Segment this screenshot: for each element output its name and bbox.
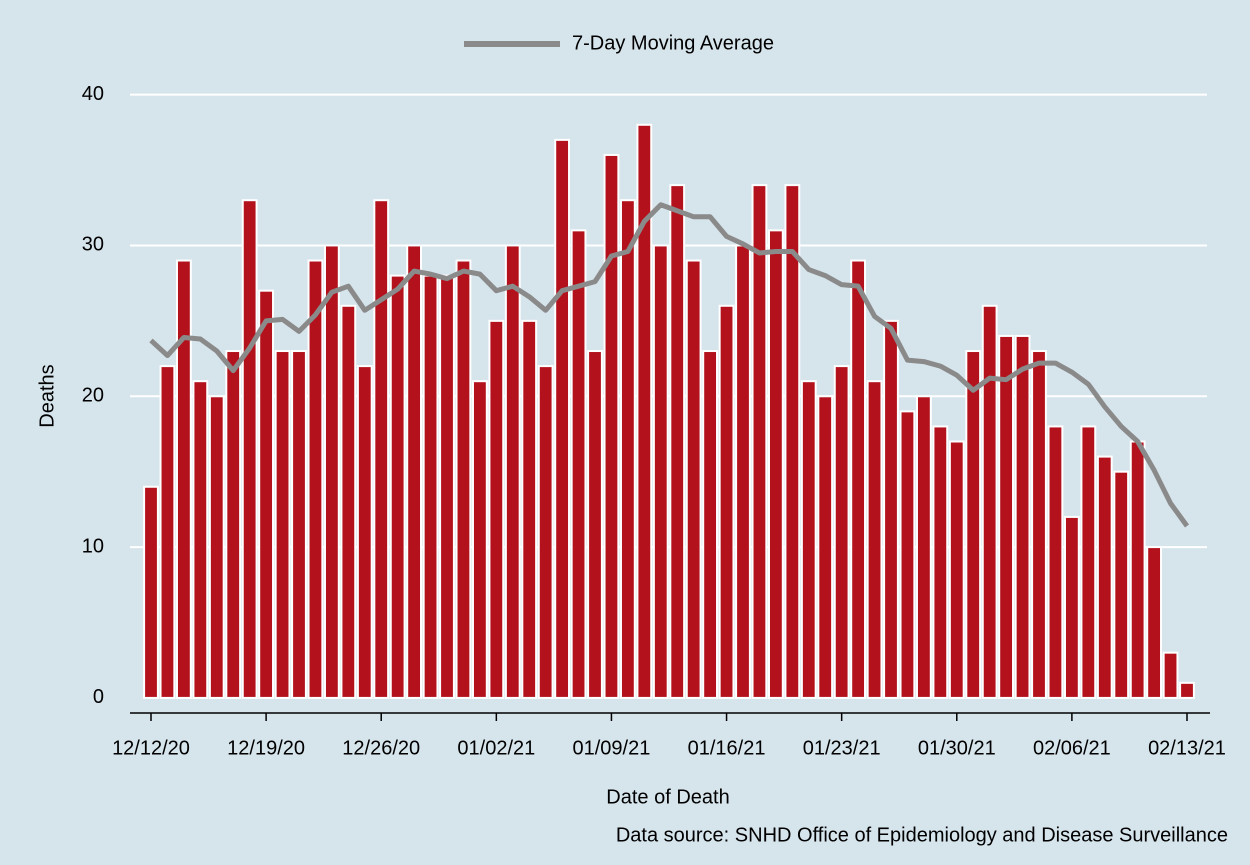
bar [1113, 470, 1130, 699]
bar [143, 485, 159, 699]
bar [241, 199, 258, 699]
bar [965, 350, 982, 699]
bar [1014, 334, 1031, 699]
bar [537, 365, 554, 699]
x-tick-label: 12/19/20 [227, 737, 305, 759]
bar [554, 138, 571, 699]
bar [1047, 425, 1064, 699]
x-tick-label: 12/26/20 [342, 737, 420, 759]
x-tick-label: 01/16/21 [688, 737, 766, 759]
x-tick-label: 01/23/21 [803, 737, 881, 759]
y-tick-label: 0 [93, 686, 104, 708]
bar [1146, 546, 1163, 699]
bar [718, 304, 735, 699]
bar [1080, 425, 1097, 699]
bar [406, 244, 423, 699]
bar [389, 274, 406, 699]
bar [192, 380, 209, 699]
bar [1129, 440, 1146, 699]
bar [866, 380, 883, 699]
bar [258, 289, 275, 699]
bar [619, 199, 636, 699]
bar [735, 244, 751, 699]
bar [504, 244, 521, 699]
bar [603, 153, 620, 699]
bar [800, 380, 817, 699]
bar [373, 199, 390, 699]
bar [422, 274, 439, 699]
x-tick-label: 02/06/21 [1033, 737, 1111, 759]
x-tick-label: 01/09/21 [573, 737, 651, 759]
bar [702, 350, 719, 699]
x-axis-label: Date of Death [606, 786, 729, 808]
bar [488, 319, 505, 699]
bar [471, 380, 488, 699]
bar [439, 274, 455, 699]
bar [1162, 651, 1179, 699]
bar [883, 319, 899, 699]
bar [669, 184, 686, 699]
bar [1063, 515, 1080, 699]
bar [1031, 350, 1047, 699]
x-tick-label: 12/12/20 [112, 737, 190, 759]
bar [570, 229, 587, 699]
bar [850, 259, 867, 699]
bar [1096, 455, 1113, 699]
legend-label: 7-Day Moving Average [572, 32, 774, 54]
bar [323, 244, 340, 699]
bar [225, 350, 242, 699]
bar [636, 123, 653, 699]
bar [652, 244, 669, 699]
bar [784, 184, 801, 699]
bar [767, 229, 784, 699]
bar [1179, 681, 1195, 699]
source-note: Data source: SNHD Office of Epidemiology… [616, 824, 1228, 846]
y-tick-label: 40 [82, 83, 104, 105]
bar [915, 395, 932, 699]
bar [587, 350, 603, 699]
moving-average-line [149, 202, 1190, 528]
bar [521, 319, 538, 699]
bar [291, 350, 307, 699]
x-tick-label: 01/02/21 [457, 737, 535, 759]
bar [274, 350, 291, 699]
y-tick-label: 30 [82, 234, 104, 256]
y-tick-label: 10 [82, 535, 104, 557]
bar [685, 259, 702, 699]
bar [175, 259, 192, 699]
bar [998, 334, 1015, 699]
bar [833, 365, 850, 699]
x-tick-label: 01/30/21 [918, 737, 996, 759]
bar [932, 425, 949, 699]
bar [981, 304, 998, 699]
x-tick-label: 02/13/21 [1148, 737, 1226, 759]
bar [817, 395, 834, 699]
bar [208, 395, 225, 699]
bar [948, 440, 965, 699]
y-axis-label: Deaths [36, 364, 58, 427]
bar [455, 259, 472, 699]
bar [899, 410, 916, 699]
bar [751, 184, 768, 699]
y-tick-label: 20 [82, 385, 104, 407]
bar [159, 365, 176, 699]
bar [307, 259, 324, 699]
bar [340, 304, 357, 699]
bar [356, 365, 373, 699]
